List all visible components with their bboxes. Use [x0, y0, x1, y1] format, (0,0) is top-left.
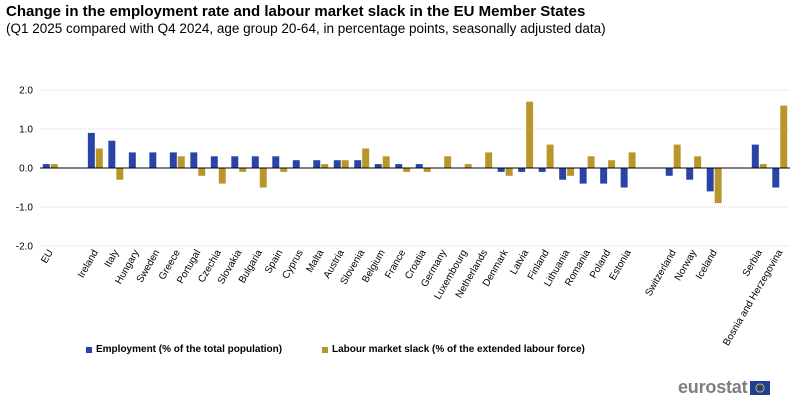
chart-subtitle: (Q1 2025 compared with Q4 2024, age grou… [6, 21, 606, 36]
bar-slack [50, 164, 58, 168]
bar-slack [673, 144, 681, 168]
bar-slack [759, 164, 767, 168]
bar-employment [415, 164, 423, 168]
bar-slack [95, 148, 103, 168]
bar-employment [87, 132, 95, 168]
bar-slack [218, 168, 226, 184]
bar-slack [714, 168, 722, 204]
eu-flag-icon [750, 380, 771, 395]
bar-employment [169, 152, 177, 168]
bar-employment [518, 168, 526, 172]
bar-employment [579, 168, 587, 184]
chart-title: Change in the employment rate and labour… [6, 3, 586, 20]
bar-slack [423, 168, 431, 172]
bar-employment [538, 168, 546, 172]
bar-employment [42, 164, 50, 168]
bar-slack [321, 164, 329, 168]
bar-employment [210, 156, 218, 168]
bar-slack [587, 156, 595, 168]
bar-employment [292, 160, 300, 168]
bar-employment [374, 164, 382, 168]
bar-slack [177, 156, 185, 168]
y-tick-label: -1.0 [16, 203, 34, 214]
bar-slack [382, 156, 390, 168]
legend-label-employment: Employment (% of the total population) [96, 344, 283, 355]
bar-employment [559, 168, 567, 180]
bar-employment [751, 144, 759, 168]
bar-employment [706, 168, 714, 192]
bar-slack [628, 152, 636, 168]
bar-employment [313, 160, 321, 168]
bar-slack [526, 101, 534, 168]
bar-employment [665, 168, 673, 176]
logo-text: eurostat [678, 377, 748, 397]
y-tick-label: 0.0 [19, 164, 33, 175]
bar-slack [567, 168, 575, 176]
x-tick-label: Ireland [76, 248, 101, 280]
bar-employment [231, 156, 239, 168]
bar-slack [546, 144, 554, 168]
bar-slack [464, 164, 472, 168]
bar-employment [190, 152, 198, 168]
legend-swatch-employment [86, 346, 92, 353]
bar-employment [251, 156, 259, 168]
x-tick-label: EU [39, 248, 55, 266]
bar-employment [600, 168, 608, 184]
bar-employment [354, 160, 362, 168]
bar-slack [505, 168, 513, 176]
bar-slack [259, 168, 267, 188]
bar-slack [485, 152, 493, 168]
bar-slack [362, 148, 370, 168]
bar-employment [620, 168, 628, 188]
bar-employment [333, 160, 341, 168]
bar-slack [403, 168, 411, 172]
bar-employment [272, 156, 280, 168]
y-tick-label: -2.0 [16, 242, 34, 253]
bar-slack [280, 168, 288, 172]
bar-employment [497, 168, 505, 172]
bar-slack [198, 168, 206, 176]
eurostat-logo: eurostat [678, 377, 771, 398]
bar-slack [239, 168, 247, 172]
bar-slack [444, 156, 452, 168]
x-tick-label: Italy [103, 248, 122, 269]
bar-slack [694, 156, 702, 168]
y-tick-label: 2.0 [19, 86, 33, 97]
bar-slack [780, 105, 788, 168]
legend-label-slack: Labour market slack (% of the extended l… [332, 344, 585, 355]
y-tick-label: 1.0 [19, 125, 33, 136]
bar-slack [341, 160, 349, 168]
legend-item-employment: Employment (% of the total population) [86, 344, 282, 355]
bar-employment [149, 152, 157, 168]
bar-slack [116, 168, 124, 180]
legend-item-slack: Labour market slack (% of the extended l… [322, 344, 585, 355]
bar-employment [772, 168, 780, 188]
bar-slack [608, 160, 616, 168]
legend-swatch-slack [322, 346, 328, 353]
bar-employment [128, 152, 136, 168]
bar-employment [395, 164, 403, 168]
x-tick-label: Switzerland [643, 248, 678, 298]
bar-employment [686, 168, 694, 180]
bar-employment [108, 140, 116, 168]
